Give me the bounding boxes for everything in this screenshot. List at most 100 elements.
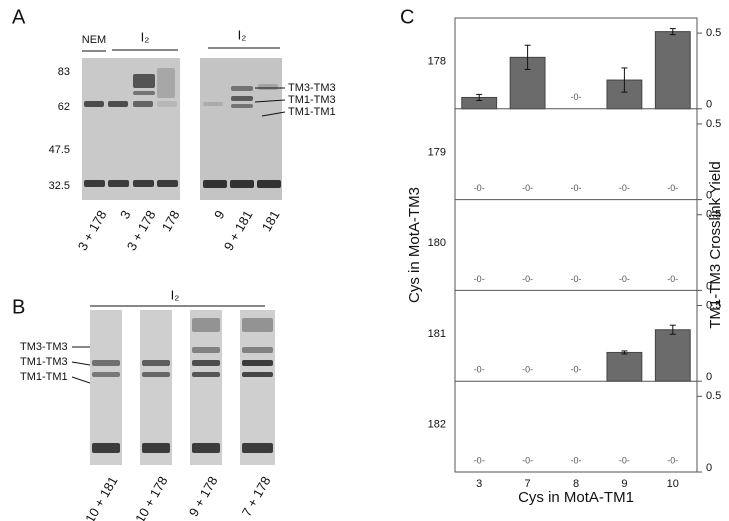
y-tick-label: 0.5: [706, 390, 721, 402]
gel-band: [157, 68, 175, 98]
gel: [82, 58, 180, 200]
x-tick-label: 3: [476, 478, 482, 490]
x-axis-label: Cys in MotA-TM1: [518, 489, 634, 506]
error-bar: [621, 67, 628, 93]
lane-label: 10 + 181: [82, 474, 120, 521]
gel-band: [257, 180, 281, 188]
y-tick-label: 0: [706, 462, 712, 474]
error-bar: [669, 28, 676, 36]
gel-band: [133, 74, 155, 88]
y-tick-label: 0.5: [706, 27, 721, 39]
error-bar: [524, 44, 531, 70]
gel-band: [92, 443, 120, 453]
row-label: 179: [428, 146, 446, 158]
label-leader: [71, 361, 91, 366]
error-bar: [476, 93, 483, 101]
row-label: 181: [428, 328, 446, 340]
gel-band: [231, 86, 253, 91]
gel-band: [192, 443, 220, 453]
value-label: -0-: [571, 455, 582, 465]
oxidant-label: I₂: [171, 287, 180, 302]
value-label: -0-: [474, 183, 485, 193]
y-tick-label: 0.5: [706, 118, 721, 130]
bar: [654, 329, 691, 382]
y-tick-label: 0: [706, 280, 712, 292]
gel-band: [133, 101, 153, 107]
gel-band: [157, 180, 178, 187]
gel: [240, 310, 275, 465]
value-label: -0-: [667, 183, 678, 193]
bar: [654, 31, 691, 110]
y-tick-label: 0: [706, 190, 712, 202]
value-label: -0-: [474, 455, 485, 465]
marker-label: 62: [58, 101, 70, 113]
gel-band: [157, 101, 177, 107]
value-label: -0-: [619, 274, 630, 284]
gel: [140, 310, 172, 465]
gel-band: [142, 372, 170, 377]
gel-band: [258, 84, 278, 90]
row-label: 180: [428, 237, 446, 249]
lane-label: 9 + 178: [186, 474, 221, 519]
x-tick-label: 10: [667, 478, 679, 490]
value-label: -0-: [522, 183, 533, 193]
value-label: -0-: [619, 183, 630, 193]
row-label: 182: [428, 419, 446, 431]
row-label: 178: [428, 55, 446, 67]
value-label: -0-: [619, 455, 630, 465]
error-bar: [621, 350, 628, 355]
oxidant-label: I₂: [141, 29, 150, 44]
x-tick-label: 9: [621, 478, 627, 490]
gel-band: [203, 102, 223, 106]
gel-band: [84, 180, 105, 187]
x-tick-label: 7: [525, 478, 531, 490]
value-label: -0-: [522, 274, 533, 284]
gel-band: [230, 180, 254, 188]
gel-band: [192, 372, 220, 377]
gel-band: [192, 360, 220, 366]
marker-label: 83: [58, 66, 70, 78]
nem-label: NEM: [82, 34, 106, 46]
lane-label: 3 + 178: [75, 208, 110, 253]
gel-band: [108, 180, 129, 187]
y-tick-label: 0: [706, 99, 712, 111]
value-label: -0-: [571, 365, 582, 375]
gel-band: [203, 180, 227, 188]
gel-band: [231, 96, 253, 101]
value-label: -0-: [571, 92, 582, 102]
band-label: TM1-TM3: [288, 94, 336, 106]
gel: [190, 310, 222, 465]
gel-band: [242, 347, 273, 353]
x-tick-label: 8: [573, 478, 579, 490]
gel-band: [242, 372, 273, 377]
gel-band: [133, 91, 155, 95]
lane-label: 7 + 178: [239, 474, 274, 519]
y-tick-label: 0: [706, 371, 712, 383]
gel: [90, 310, 122, 465]
gel-band: [92, 360, 120, 366]
band-label: TM3-TM3: [288, 82, 336, 94]
label-leader: [71, 376, 91, 384]
gel-band: [192, 318, 220, 332]
y-tick-label: 0.5: [706, 299, 721, 311]
lane-label: 181: [259, 208, 283, 234]
gel-band: [142, 443, 170, 453]
gel-band: [142, 360, 170, 366]
panel-letter: B: [12, 296, 25, 318]
y2-axis-label: TM1-TM3 Crosslink Yield: [707, 161, 724, 329]
value-label: -0-: [667, 274, 678, 284]
band-label: TM3-TM3: [20, 341, 68, 353]
lane-label: 3: [117, 208, 134, 222]
oxidant-label: I₂: [238, 27, 247, 42]
gel-band: [192, 347, 220, 353]
bar: [606, 351, 643, 382]
error-bar: [669, 324, 676, 335]
value-label: -0-: [571, 183, 582, 193]
band-label: TM1-TM1: [20, 371, 68, 383]
value-label: -0-: [667, 455, 678, 465]
gel-band: [84, 101, 104, 107]
lane-label: 178: [159, 208, 183, 234]
y-tick-label: 0.5: [706, 209, 721, 221]
value-label: -0-: [522, 365, 533, 375]
